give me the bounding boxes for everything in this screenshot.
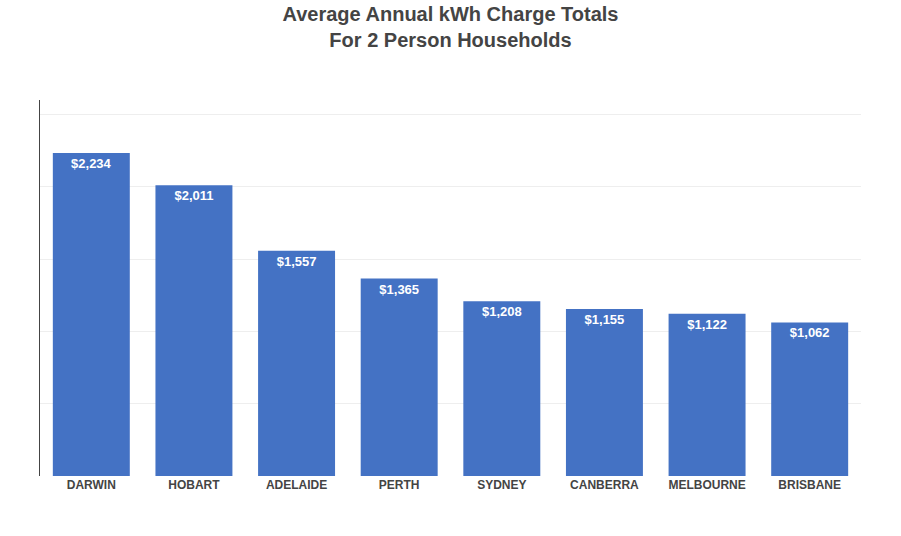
svg-text:$1,062: $1,062 bbox=[790, 325, 830, 340]
svg-text:MELBOURNE: MELBOURNE bbox=[668, 478, 745, 492]
svg-text:DARWIN: DARWIN bbox=[67, 478, 116, 492]
svg-text:BRISBANE: BRISBANE bbox=[778, 478, 841, 492]
svg-text:$2,234: $2,234 bbox=[71, 156, 112, 171]
svg-text:$1,365: $1,365 bbox=[379, 282, 419, 297]
svg-text:Average Annual kWh Charge Tota: Average Annual kWh Charge TotalsFor 2 Pe… bbox=[283, 3, 619, 51]
svg-text:ADELAIDE: ADELAIDE bbox=[266, 478, 327, 492]
svg-text:CANBERRA: CANBERRA bbox=[570, 478, 639, 492]
svg-text:SYDNEY: SYDNEY bbox=[477, 478, 526, 492]
svg-text:$2,011: $2,011 bbox=[174, 188, 213, 203]
svg-text:$1,155: $1,155 bbox=[585, 312, 625, 327]
svg-text:PERTH: PERTH bbox=[379, 478, 420, 492]
svg-text:$1,208: $1,208 bbox=[482, 304, 522, 319]
svg-text:HOBART: HOBART bbox=[168, 478, 220, 492]
svg-text:$1,122: $1,122 bbox=[687, 317, 727, 332]
svg-text:$1,557: $1,557 bbox=[277, 254, 317, 269]
